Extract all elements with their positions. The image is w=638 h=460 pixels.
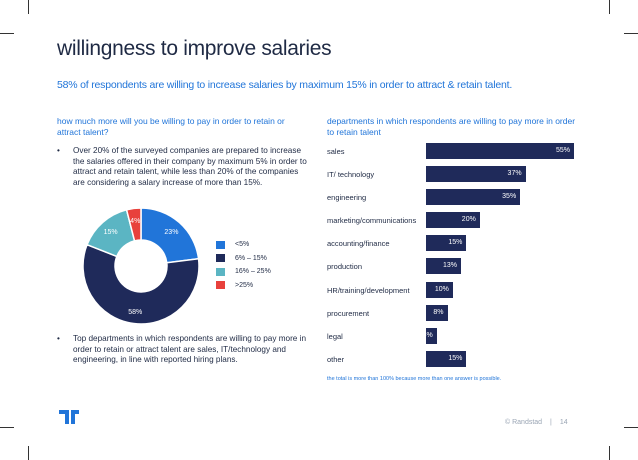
bar: 8% [426,304,448,321]
bar: 35% [426,189,521,206]
donut-slice-label: 58% [128,309,142,316]
bar-category-label: production [327,262,363,272]
legend-label: 6% – 15% [235,254,267,262]
bar: 15% [426,235,467,252]
bar-row: procurement 8% [327,302,587,325]
bullet-marker: • [57,146,60,155]
crop-mark [624,33,638,34]
legend-item: 6% – 15% [216,252,271,266]
bar-value-label: 35% [502,193,517,201]
page-subtitle: 58% of respondents are willing to increa… [57,79,513,91]
donut-legend: <5% 6% – 15% 16% – 25% >25% [216,238,271,292]
bullet-point: • Top departments in which respondents a… [57,334,307,366]
bar-row: HR/training/development 10% [327,279,587,302]
crop-mark [624,427,638,428]
bullet-point: • Over 20% of the surveyed companies are… [57,146,307,188]
bar: 13% [426,258,461,275]
legend-item: >25% [216,279,271,293]
legend-swatch [216,267,225,276]
bar-row: IT/ technology 37% [327,163,587,186]
bar-value-label: 55% [555,147,570,154]
page-number: 14 [559,419,568,426]
bar-row: sales 55% [327,140,587,163]
crop-mark [0,427,14,428]
bar-category-label: IT/ technology [327,170,375,180]
crop-mark [28,0,29,14]
donut-chart-question: how much more will you be willing to pay… [57,116,285,137]
bar-row: accounting/finance 15% [327,232,587,255]
donut-slice [125,207,142,242]
copyright-text: © Randstad [505,419,543,426]
bar-chart-question: departments in which respondents are wil… [327,116,576,137]
randstad-logo-icon [59,410,79,424]
bar-category-label: other [327,354,345,364]
bar-row: marketing/communications 20% [327,209,587,232]
bar-value-label: 4% [422,331,433,339]
legend-label: >25% [235,281,254,289]
bar: 4% [422,327,437,344]
legend-label: 16% – 25% [235,268,271,276]
bar-value-label: 37% [507,170,522,178]
bar-category-label: accounting/finance [327,239,390,249]
bar: 37% [426,166,526,183]
bar-row: production 13% [327,255,587,278]
bar-category-label: marketing/communications [327,216,417,226]
bar-category-label: procurement [327,308,370,318]
crop-mark [0,33,14,34]
legend-label: <5% [235,241,250,249]
donut-chart: 23% 58% 15% 4% [82,207,200,325]
bar: 55% [426,143,574,159]
bar-value-label: 15% [448,354,463,362]
bar-chart: sales 55% IT/ technology 37% engineering 35% m… [327,140,587,371]
page-title: willingness to improve salaries [57,37,332,60]
bar: 20% [426,212,480,229]
crop-mark [609,0,610,14]
page-footer: © Randstad | 14 [505,419,568,426]
donut-slice [140,207,200,264]
bar-row: engineering 35% [327,186,587,209]
donut-slice [82,243,200,325]
bar-value-label: 15% [448,239,463,247]
bar: 10% [426,281,453,298]
legend-item: <5% [216,238,271,252]
legend-swatch [216,240,225,249]
legend-swatch [216,281,225,290]
bar-category-label: HR/training/development [327,285,410,295]
bar-value-label: 13% [442,262,457,270]
bar-category-label: legal [327,331,343,341]
bar: 15% [426,350,467,367]
bullet-marker: • [57,334,60,343]
bar-row: legal 4% [327,325,587,348]
bar-value-label: 10% [434,285,449,293]
footer-separator: | [550,419,552,426]
bar-value-label: 20% [461,216,476,224]
bar-category-label: engineering [327,193,367,203]
bar-chart-footnote: the total is more than 100% because more… [327,376,502,382]
bullet-text: Top departments in which respondents are… [73,334,307,365]
bar-row: other 15% [327,348,587,371]
legend-item: 16% – 25% [216,265,271,279]
donut-slice-label: 23% [164,229,178,236]
crop-mark [28,446,29,460]
bullet-text: Over 20% of the surveyed companies are p… [73,146,307,187]
bar-value-label: 8% [433,308,444,316]
donut-slice-label: 15% [104,229,118,236]
bar-category-label: sales [327,147,345,156]
crop-mark [609,446,610,460]
legend-swatch [216,254,225,263]
donut-slice-label: 4% [130,218,140,225]
